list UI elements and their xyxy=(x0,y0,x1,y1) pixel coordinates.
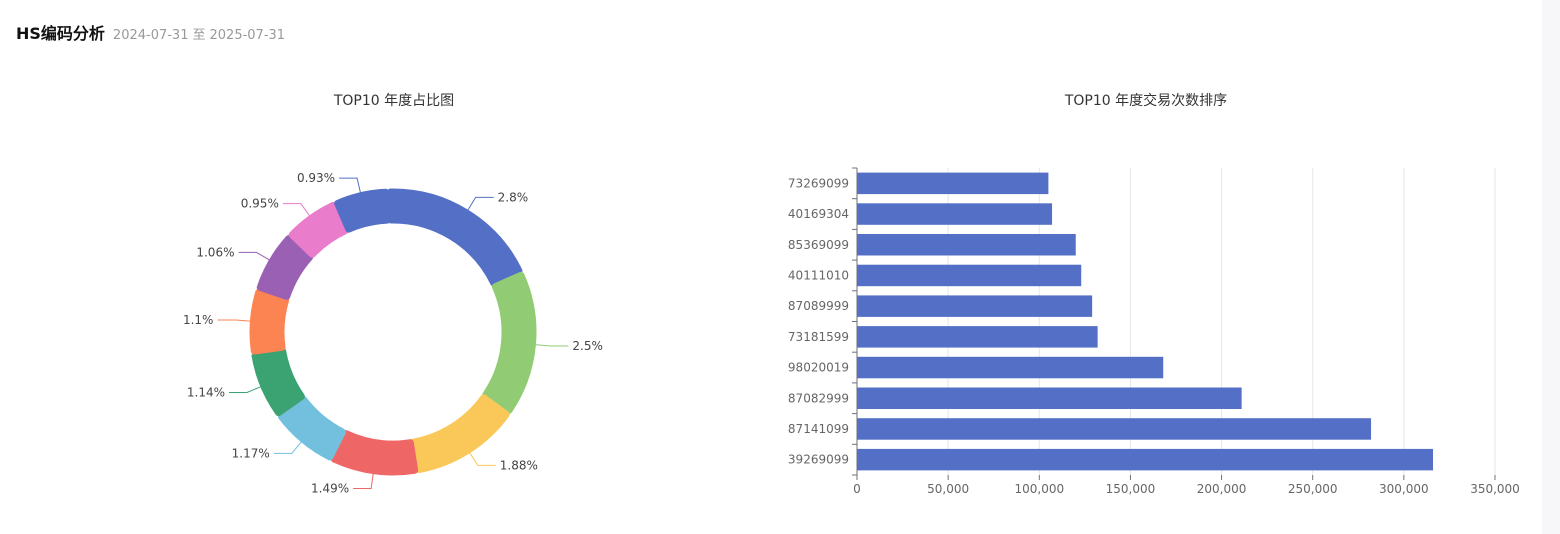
bar[interactable] xyxy=(857,387,1242,409)
y-tick-label: 40169304 xyxy=(788,207,849,221)
slice-label-line xyxy=(229,386,262,393)
slice-label-line xyxy=(467,196,494,211)
slice-label: 0.93% xyxy=(297,171,335,185)
slice-label: 1.49% xyxy=(311,481,349,495)
bar[interactable] xyxy=(857,203,1053,225)
y-tick-label: 87089999 xyxy=(788,299,849,313)
x-tick-label: 250,000 xyxy=(1288,482,1338,496)
x-tick-label: 350,000 xyxy=(1470,482,1520,496)
x-tick-label: 300,000 xyxy=(1379,482,1429,496)
x-tick-label: 50,000 xyxy=(927,482,969,496)
date-range: 2024-07-31 至 2025-07-31 xyxy=(113,24,285,43)
x-tick-label: 150,000 xyxy=(1106,482,1156,496)
bar-chart: 0 50,000 100,000 150,000 200,000 250,000 300,0… xyxy=(788,167,1520,496)
y-tick-label: 40111010 xyxy=(788,268,849,282)
slice-label-line xyxy=(339,177,361,193)
donut-slice[interactable] xyxy=(387,188,523,287)
slice-label-line xyxy=(469,452,496,466)
page-scrollbar[interactable] xyxy=(1542,0,1560,534)
slice-label: 1.1% xyxy=(183,313,214,327)
bar[interactable] xyxy=(857,234,1076,256)
bar[interactable] xyxy=(857,264,1082,287)
donut-slice[interactable] xyxy=(249,288,290,355)
x-tick-label: 100,000 xyxy=(1014,482,1064,496)
donut-slice[interactable] xyxy=(410,394,510,473)
bar[interactable] xyxy=(857,295,1093,317)
x-tick-label: 200,000 xyxy=(1197,482,1247,496)
pie-chart-title: TOP10 年度占比图 xyxy=(333,93,455,109)
bar[interactable] xyxy=(857,448,1434,471)
donut-slice[interactable] xyxy=(277,396,346,461)
y-tick-label: 85369099 xyxy=(788,238,849,252)
page-header: HS编码分析 2024-07-31 至 2025-07-31 xyxy=(16,20,285,44)
donut-chart: 2.8% 2.5% 1.88% 1.49% 1.17% 1.14% 1.1% 1.06% 0.9… xyxy=(183,171,603,495)
y-tick-label: 87082999 xyxy=(788,391,849,405)
slice-label: 2.8% xyxy=(498,190,529,204)
donut-slice[interactable] xyxy=(256,234,314,300)
bar[interactable] xyxy=(857,172,1049,195)
date-end: 2025-07-31 xyxy=(209,28,286,43)
y-tick-label: 39269099 xyxy=(788,453,849,467)
slice-label: 2.5% xyxy=(572,339,603,353)
donut-slice[interactable] xyxy=(288,201,349,258)
date-separator: 至 xyxy=(192,28,206,43)
page-title: HS编码分析 xyxy=(16,24,105,43)
y-tick-label: 98020019 xyxy=(788,361,849,375)
donut-slice[interactable] xyxy=(330,430,419,476)
donut-slice[interactable] xyxy=(482,271,537,414)
donut-slice[interactable] xyxy=(251,347,305,417)
bar[interactable] xyxy=(857,326,1098,348)
slice-label: 0.95% xyxy=(241,197,279,211)
slice-label-line xyxy=(535,344,569,347)
slice-label: 1.88% xyxy=(500,458,538,472)
y-tick-label: 73269099 xyxy=(788,176,849,190)
slice-label: 1.17% xyxy=(232,446,270,460)
bar[interactable] xyxy=(857,418,1372,440)
bar-chart-title: TOP10 年度交易次数排序 xyxy=(1064,93,1228,109)
slice-label-line xyxy=(238,251,270,261)
donut-slice[interactable] xyxy=(334,188,391,233)
slice-label: 1.06% xyxy=(196,245,234,259)
slice-label-line xyxy=(353,473,374,489)
bar[interactable] xyxy=(857,356,1164,379)
x-tick-label: 0 xyxy=(853,482,861,496)
slice-label-line xyxy=(282,203,311,217)
slice-label-line xyxy=(217,319,251,322)
slice-label: 1.14% xyxy=(187,385,225,399)
date-start: 2024-07-31 xyxy=(112,28,189,43)
slice-label-line xyxy=(273,441,302,454)
y-tick-label: 87141099 xyxy=(788,422,849,436)
y-tick-label: 73181599 xyxy=(788,330,849,344)
